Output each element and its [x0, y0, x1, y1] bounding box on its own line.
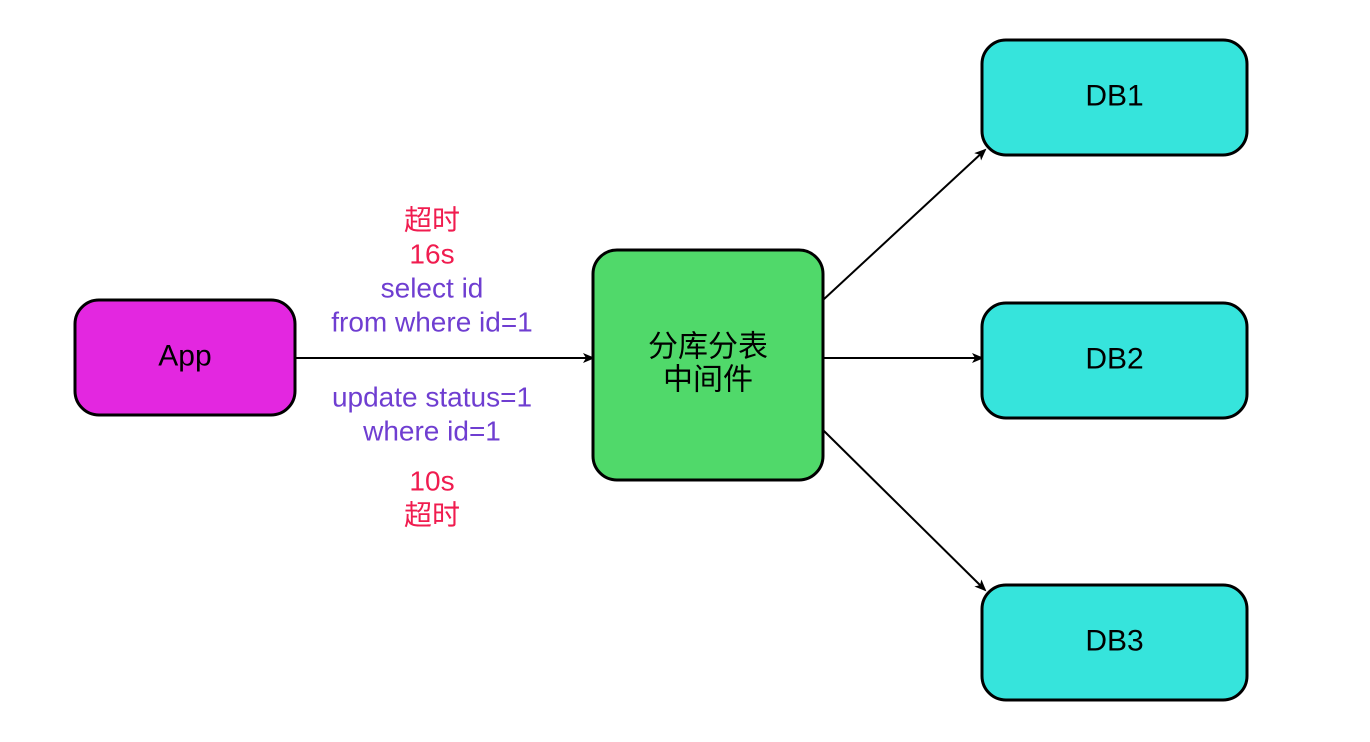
anno-timeout-top: 超时 [404, 204, 460, 235]
node-middleware: 分库分表 中间件 [593, 250, 823, 480]
node-db3: DB3 [982, 585, 1247, 700]
anno-sql1-line2: from where id=1 [331, 306, 533, 337]
node-db2-label: DB2 [1085, 342, 1143, 375]
node-db3-label: DB3 [1085, 624, 1143, 657]
anno-sql1-line1: select id [381, 272, 484, 303]
architecture-diagram: App 分库分表 中间件 DB1 DB2 DB3 超时 16s select i… [0, 0, 1370, 742]
edge-middleware-db3 [823, 430, 985, 590]
node-middleware-label-2: 中间件 [663, 363, 753, 396]
node-db1: DB1 [982, 40, 1247, 155]
node-middleware-label-1: 分库分表 [648, 330, 768, 363]
anno-timeout-bot: 超时 [404, 499, 460, 530]
node-app: App [75, 300, 295, 415]
anno-time-bot: 10s [409, 465, 454, 496]
anno-time-top: 16s [409, 238, 454, 269]
node-db1-label: DB1 [1085, 79, 1143, 112]
anno-sql2-line1: update status=1 [332, 381, 532, 412]
edge-middleware-db1 [823, 150, 985, 300]
node-db2: DB2 [982, 303, 1247, 418]
anno-sql2-line2: where id=1 [362, 415, 501, 446]
node-app-label: App [158, 339, 211, 372]
